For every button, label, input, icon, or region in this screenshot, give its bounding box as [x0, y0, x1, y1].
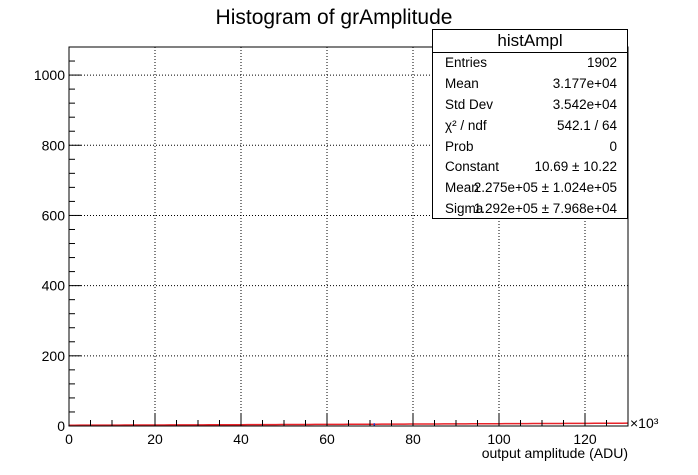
y-tick-label: 800 [42, 137, 66, 153]
stats-key: Entries [445, 55, 488, 70]
stats-key: Sigma [445, 201, 484, 217]
stats-row: Prob 0 [433, 137, 627, 158]
stats-box: histAmpl Entries 1902 Mean 3.177e+04 Std D… [432, 29, 628, 219]
stats-key: Prob [445, 138, 474, 154]
stats-value: 542.1 / 64 [556, 117, 617, 133]
x-tick-label: 120 [573, 431, 597, 447]
stats-value: 1902 [586, 55, 617, 70]
y-axis-ticks: 0 200 400 600 800 1000 [34, 46, 81, 434]
stats-row: Sigma 1.292e+05 ± 7.968e+04 [433, 199, 627, 220]
x-tick-label: 100 [487, 431, 511, 447]
x-tick-label: 80 [405, 431, 421, 447]
x-tick-label: 60 [319, 431, 335, 447]
stats-row: χ² / ndf 542.1 / 64 [433, 116, 627, 137]
stats-row: Mean 2.275e+05 ± 1.024e+05 [433, 178, 627, 199]
x-axis-ticks: 0 20 40 60 80 100 120 [65, 414, 629, 447]
stats-value: 0 [609, 138, 617, 154]
chart-title: Histogram of grAmplitude [216, 6, 453, 29]
x-tick-label: 20 [147, 431, 163, 447]
y-tick-label: 400 [42, 278, 66, 294]
stats-key: Std Dev [445, 96, 494, 112]
y-tick-label: 0 [57, 418, 65, 434]
stats-key: Constant [445, 159, 500, 175]
stats-row: Constant 10.69 ± 10.22 [433, 157, 627, 178]
stats-value: 2.275e+05 ± 1.024e+05 [473, 180, 617, 196]
stats-value: 10.69 ± 10.22 [534, 159, 617, 175]
x-axis-label: output amplitude (ADU) [482, 445, 628, 461]
x-axis-multiplier: ×10³ [630, 415, 659, 431]
y-tick-label: 200 [42, 348, 66, 364]
y-tick-label: 1000 [34, 67, 65, 83]
stats-value: 3.177e+04 [552, 75, 617, 91]
stats-value: 3.542e+04 [552, 96, 617, 112]
stats-row: Entries 1902 [433, 53, 627, 74]
stats-key: Mean [445, 180, 479, 196]
stats-key: Mean [445, 75, 479, 91]
x-tick-label: 40 [233, 431, 249, 447]
stats-row: Mean 3.177e+04 [433, 74, 627, 95]
stats-box-title: histAmpl [433, 30, 627, 53]
y-tick-label: 600 [42, 207, 66, 223]
stats-value: 1.292e+05 ± 7.968e+04 [473, 201, 617, 217]
x-tick-label: 0 [65, 431, 73, 447]
stats-key: χ² / ndf [445, 117, 487, 133]
stats-row: Std Dev 3.542e+04 [433, 95, 627, 116]
